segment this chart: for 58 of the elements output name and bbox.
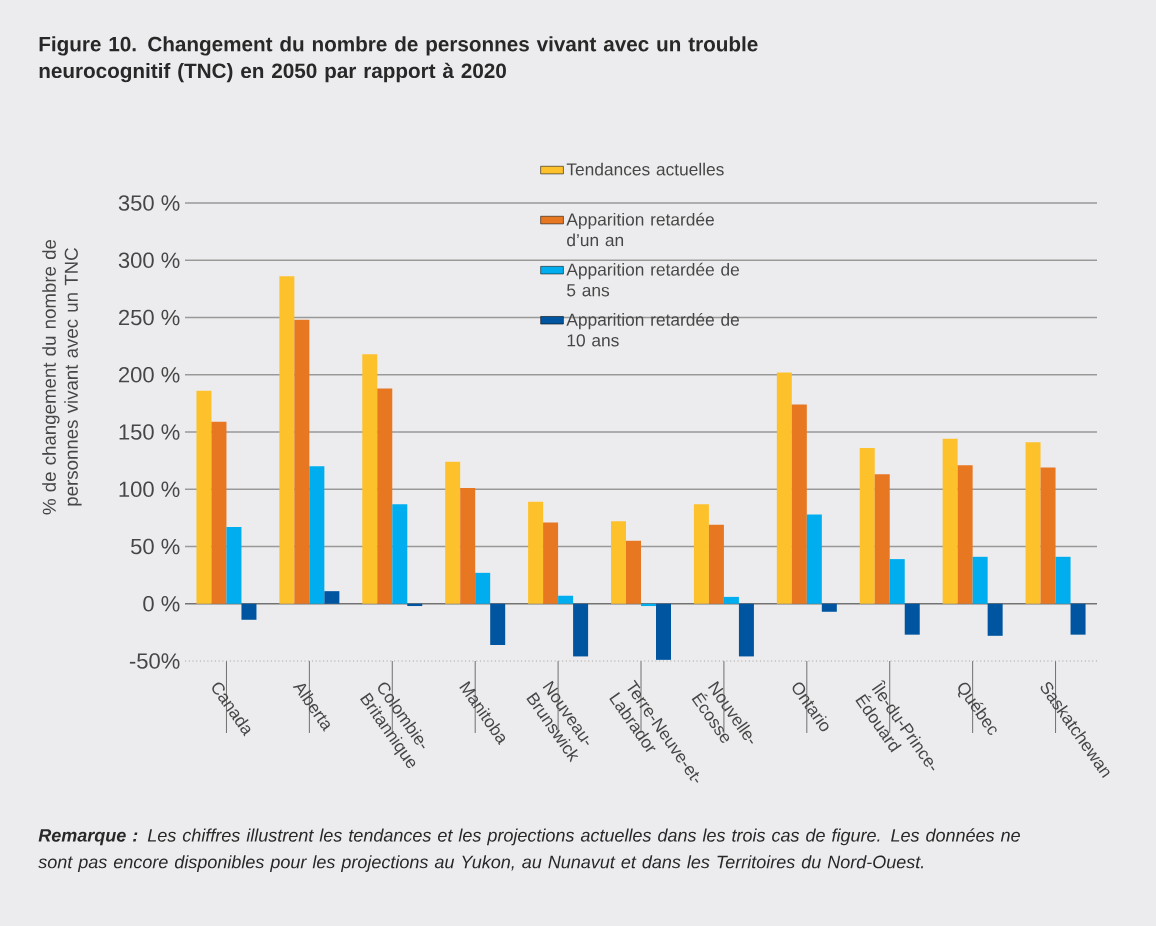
bar [708, 524, 724, 604]
bar [226, 527, 242, 604]
bar [942, 438, 958, 604]
y-tick-label: 100 % [119, 481, 180, 498]
bar [573, 603, 589, 657]
legend-label: Apparition retardée de 5 ans [566, 262, 739, 297]
bar [656, 603, 672, 660]
y-axis-title: % de changement du nombre de personnes vivant avec un TNC [42, 239, 82, 515]
chart-title: Figure 10. Changement du nombre de personnes vivant avec un trouble neurocognitif (TNC) en 2050 par rapport à 2020 [39, 36, 758, 83]
bar [806, 514, 822, 604]
text: Remarque : Les chiffres illustrent les tendances et les projections actuelles dans les trois cas de figure. Les données ne sont pas encore disponibles pour les projections au Yukon, au Nunavut et dans les Territoires du Nord-Ouest. [38, 828, 1020, 872]
bar [558, 595, 574, 604]
bar [723, 596, 739, 604]
bar [324, 591, 340, 604]
bar [889, 559, 905, 604]
y-tick-label: -50% [129, 653, 180, 669]
y-tick-label: 150 % [119, 424, 180, 440]
bar [445, 461, 461, 604]
bar [972, 556, 988, 604]
y-tick-label: 300 % [118, 252, 180, 269]
bar [528, 501, 544, 604]
bar [475, 572, 491, 604]
legend-label: Apparition retardée d’un an [566, 212, 714, 247]
bar [294, 319, 310, 604]
bar [392, 504, 408, 604]
bar [241, 603, 257, 620]
y-tick-label: 50 % [131, 538, 180, 555]
legend-label: Apparition retardée de 10 ans [566, 312, 739, 347]
bar [776, 372, 792, 604]
bar [791, 404, 807, 604]
bar [1040, 467, 1056, 604]
bar [859, 448, 875, 604]
bar [738, 603, 754, 657]
bar [211, 421, 227, 604]
bar [279, 276, 295, 604]
bar [904, 603, 920, 635]
y-tick-label: 350 % [118, 195, 180, 211]
bar [377, 388, 393, 604]
bar [874, 474, 890, 604]
bar [957, 465, 973, 604]
bar [309, 466, 325, 604]
bar [821, 603, 837, 612]
bar [362, 354, 378, 604]
y-tick-label: 250 % [119, 309, 180, 326]
legend-label: Tendances actuelles [566, 162, 724, 176]
bar [196, 390, 212, 604]
bar [1025, 442, 1041, 604]
bar [987, 603, 1003, 636]
bar [626, 540, 641, 604]
bar [611, 521, 627, 604]
bar [543, 522, 559, 604]
y-tick-label: 0 % [143, 595, 180, 612]
bar [693, 504, 709, 604]
bar [1055, 556, 1071, 604]
bar [1070, 603, 1086, 635]
y-tick-label: 200 % [119, 366, 180, 383]
bar [490, 603, 506, 645]
bar [460, 488, 476, 604]
